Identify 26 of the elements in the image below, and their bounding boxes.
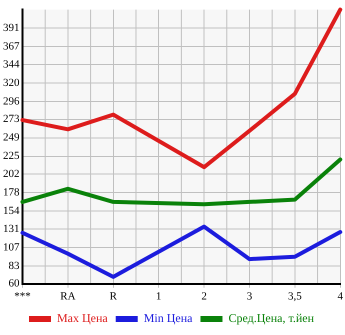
y-tick-label: 249 (3, 132, 20, 144)
x-tick-label: 2 (201, 290, 207, 302)
legend-label: Max Цена (56, 311, 108, 326)
y-tick-label: 107 (3, 241, 20, 254)
legend-label: Min Цена (144, 311, 194, 326)
y-tick-label: 178 (3, 186, 20, 199)
x-tick-label: 3 (246, 290, 253, 302)
y-tick-label: 60 (8, 278, 20, 290)
legend-label: Сред.Цена, т.йен (228, 311, 315, 326)
y-tick-label: 367 (3, 40, 20, 53)
y-tick-label: 154 (3, 205, 20, 218)
x-tick-label: R (110, 290, 118, 302)
y-tick-label: 202 (3, 168, 20, 180)
y-tick-label: 273 (3, 113, 20, 126)
y-tick-label: 391 (3, 22, 20, 34)
x-tick-label: RA (60, 290, 76, 302)
y-tick-label: 83 (8, 260, 20, 272)
y-tick-label: 344 (3, 58, 20, 70)
y-tick-label: 320 (3, 76, 20, 89)
x-tick-label: *** (14, 290, 31, 302)
y-tick-label: 131 (3, 222, 20, 235)
x-tick-label: 4 (338, 290, 344, 302)
x-tick-label: 1 (156, 290, 162, 302)
y-tick-label: 225 (3, 150, 20, 162)
y-tick-label: 296 (3, 95, 20, 108)
x-tick-label: 3,5 (288, 290, 302, 302)
